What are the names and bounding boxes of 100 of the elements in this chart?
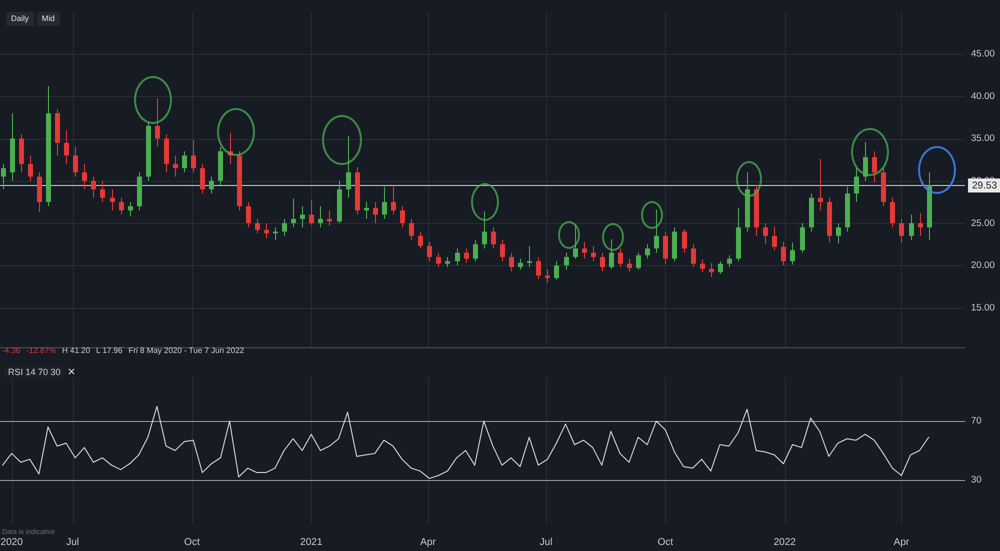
candlestick <box>400 206 405 228</box>
candlestick <box>209 176 214 194</box>
candlestick <box>899 218 904 244</box>
candlestick <box>691 244 696 268</box>
candlestick <box>1 163 6 190</box>
candlestick <box>100 180 105 202</box>
candlestick <box>409 218 414 241</box>
candlestick <box>436 252 441 268</box>
annotation: H 41.20 <box>62 346 90 356</box>
candlestick <box>464 248 469 264</box>
candlestick <box>527 245 532 268</box>
candlestick <box>909 214 914 241</box>
candlestick <box>618 248 623 268</box>
candlestick <box>854 168 859 202</box>
y-tick-label: 30 <box>971 474 982 486</box>
candlestick <box>255 218 260 234</box>
y-tick-label: 40.00 <box>971 90 995 102</box>
candlestick <box>536 256 541 280</box>
candlestick <box>872 150 877 184</box>
candlestick <box>818 158 823 211</box>
candlestick <box>473 240 478 262</box>
candlestick <box>800 222 805 254</box>
candlestick <box>609 238 614 270</box>
candlestick <box>173 154 178 178</box>
candlestick <box>509 252 514 272</box>
y-tick-label: 45.00 <box>971 48 995 60</box>
x-tick-label: 2020 <box>0 536 24 548</box>
candlestick <box>182 150 187 173</box>
chart-title: RSI 14 70 30 <box>4 366 65 378</box>
x-tick-label: Oct <box>184 536 200 548</box>
candlestick <box>636 252 641 270</box>
x-tick-label: Apr <box>894 536 910 548</box>
annotation: Daily <box>6 12 34 26</box>
x-tick-label: Jul <box>540 536 552 548</box>
candlestick <box>591 245 596 262</box>
candlestick <box>500 240 505 262</box>
x-tick-label: Oct <box>658 536 674 548</box>
annotation: Fri 8 May 2020 - Tue 7 Jun 2022 <box>128 346 244 356</box>
candlestick <box>82 163 87 190</box>
candlestick <box>718 260 723 274</box>
y-tick-label: 35.00 <box>971 133 995 144</box>
y-tick-label: 70 <box>971 416 982 427</box>
candlestick <box>128 201 133 217</box>
candlestick <box>246 201 251 228</box>
candlestick <box>772 226 777 251</box>
candlestick <box>554 260 559 280</box>
candlestick <box>318 206 323 228</box>
y-tick-label: 15.00 <box>971 302 995 314</box>
candlestick <box>346 136 351 198</box>
candlestick <box>663 231 668 264</box>
candlestick <box>627 258 632 272</box>
candlestick <box>790 242 795 266</box>
candlestick <box>427 241 432 262</box>
y-tick-label: 20.00 <box>971 260 995 272</box>
x-tick-label: 2021 <box>300 536 323 548</box>
annotation: -12.87% <box>26 346 56 356</box>
candlestick <box>73 146 78 178</box>
candlestick <box>582 241 587 260</box>
candlestick <box>64 130 69 164</box>
candlestick <box>264 222 269 239</box>
candlestick <box>600 252 605 272</box>
candlestick <box>110 188 115 211</box>
candlestick <box>682 228 687 254</box>
candlestick <box>273 226 278 241</box>
candlestick <box>890 197 895 228</box>
candlestick <box>155 97 160 148</box>
annotation: -4.36 <box>2 346 20 356</box>
candlestick <box>545 269 550 284</box>
candlestick <box>28 154 33 182</box>
candlestick <box>573 224 578 260</box>
candlestick <box>455 248 460 266</box>
candlestick <box>918 212 923 236</box>
x-tick-label: 2022 <box>774 536 796 548</box>
candlestick <box>836 222 841 244</box>
candlestick <box>654 209 659 254</box>
candlestick <box>364 201 369 220</box>
candlestick <box>373 201 378 224</box>
candlestick <box>200 163 205 194</box>
candlestick <box>191 140 196 173</box>
y-tick-label: 25.00 <box>971 218 995 229</box>
candlestick <box>382 186 387 220</box>
candlestick <box>119 197 124 216</box>
candlestick <box>391 186 396 216</box>
candlestick <box>418 231 423 250</box>
candlestick <box>300 206 305 228</box>
candlestick <box>564 252 569 270</box>
ref-line-label: 29.53 <box>972 180 998 192</box>
candlestick <box>91 176 96 198</box>
x-tick-label: Jul <box>66 536 80 548</box>
candlestick <box>781 241 786 266</box>
candlestick <box>327 210 332 226</box>
annotation: L 17.96 <box>96 346 122 356</box>
candlestick <box>645 244 650 260</box>
candlestick <box>309 198 314 226</box>
candlestick <box>445 256 450 268</box>
annotation: Mid <box>36 12 60 26</box>
x-tick-label: Apr <box>420 536 436 548</box>
candlestick <box>727 254 732 268</box>
candlestick <box>700 259 705 273</box>
candlestick <box>491 226 496 250</box>
